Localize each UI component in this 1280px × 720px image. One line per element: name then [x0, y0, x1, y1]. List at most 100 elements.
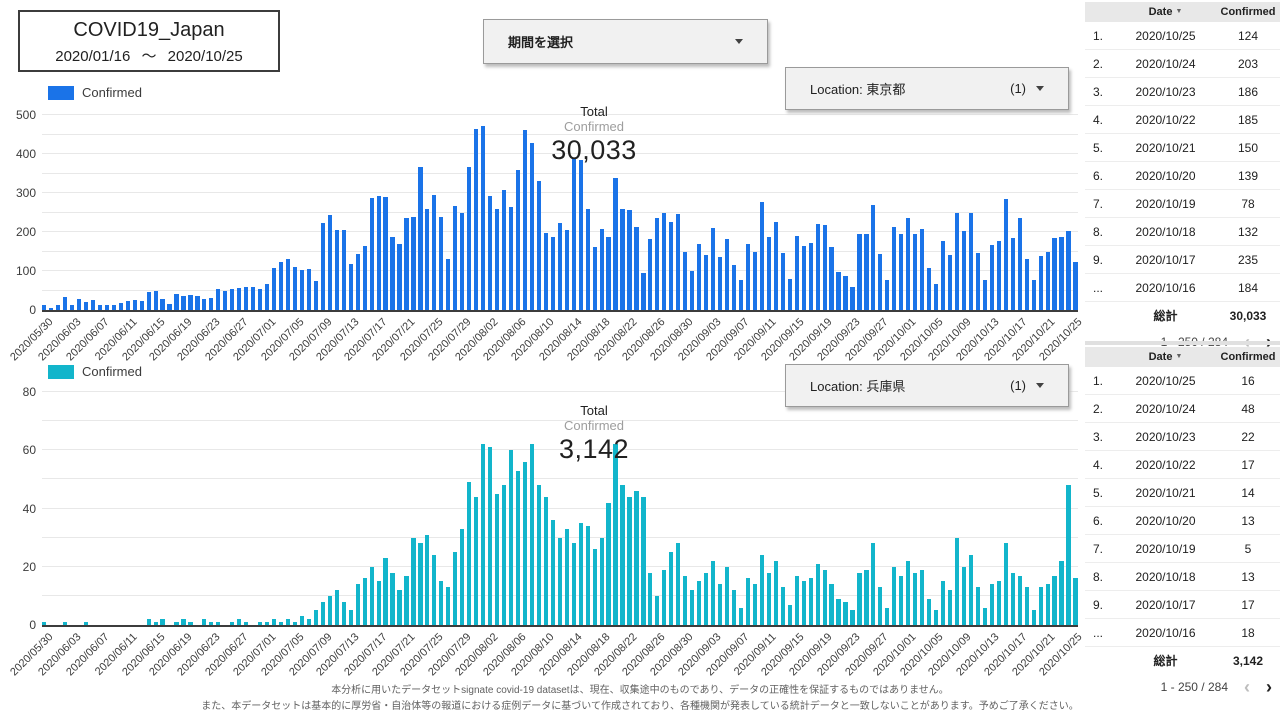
bar[interactable] — [425, 208, 430, 310]
bar[interactable] — [334, 229, 339, 310]
bar[interactable] — [42, 304, 47, 310]
bar[interactable] — [251, 287, 256, 310]
bar[interactable] — [683, 575, 688, 625]
bar[interactable] — [731, 590, 737, 625]
bar[interactable] — [864, 233, 869, 310]
bar[interactable] — [794, 235, 799, 310]
bar[interactable] — [780, 253, 785, 310]
location-filter-tokyo[interactable]: Location: 東京都 (1) — [785, 67, 1069, 110]
bar[interactable] — [334, 590, 339, 625]
bar[interactable] — [1003, 199, 1008, 310]
bar[interactable] — [1010, 572, 1015, 625]
bar[interactable] — [920, 569, 925, 625]
bar[interactable] — [550, 520, 555, 625]
bar[interactable] — [627, 210, 632, 310]
bar[interactable] — [738, 607, 744, 625]
bar[interactable] — [244, 286, 249, 310]
bar[interactable] — [578, 159, 583, 310]
bar[interactable] — [752, 584, 757, 625]
bar[interactable] — [1010, 238, 1015, 310]
bar[interactable] — [940, 240, 946, 310]
bar[interactable] — [787, 604, 792, 625]
bar[interactable] — [892, 227, 897, 310]
bar[interactable] — [474, 129, 479, 310]
bar[interactable] — [766, 572, 771, 625]
bar[interactable] — [836, 598, 841, 625]
bar[interactable] — [599, 537, 604, 625]
bar[interactable] — [258, 622, 263, 625]
bar[interactable] — [543, 496, 548, 625]
bar[interactable] — [299, 616, 305, 625]
bar[interactable] — [759, 202, 764, 310]
bar[interactable] — [153, 291, 158, 310]
bar[interactable] — [885, 607, 890, 625]
bar[interactable] — [1003, 543, 1008, 625]
bar[interactable] — [968, 555, 974, 625]
bar[interactable] — [1066, 230, 1071, 310]
bar[interactable] — [585, 208, 590, 310]
bar[interactable] — [613, 444, 618, 625]
bar[interactable] — [327, 215, 332, 310]
bar[interactable] — [773, 560, 778, 625]
bar[interactable] — [446, 587, 451, 625]
bar[interactable] — [418, 167, 423, 310]
bar[interactable] — [641, 496, 646, 625]
bar[interactable] — [857, 233, 862, 310]
bar[interactable] — [404, 575, 409, 625]
bar[interactable] — [961, 230, 967, 310]
bar[interactable] — [76, 299, 82, 310]
bar[interactable] — [244, 622, 249, 625]
bar[interactable] — [536, 180, 541, 310]
bar[interactable] — [501, 485, 507, 625]
bar[interactable] — [411, 217, 416, 310]
bar[interactable] — [529, 444, 534, 625]
bar[interactable] — [188, 622, 193, 625]
bar[interactable] — [265, 622, 270, 625]
bar[interactable] — [522, 461, 528, 625]
bar[interactable] — [508, 450, 514, 625]
bar[interactable] — [181, 619, 186, 625]
bar[interactable] — [1059, 560, 1064, 625]
bar[interactable] — [975, 253, 980, 310]
bar[interactable] — [697, 243, 702, 310]
bar[interactable] — [968, 212, 974, 310]
bar[interactable] — [920, 229, 925, 310]
bar[interactable] — [1038, 587, 1043, 625]
bar[interactable] — [369, 198, 374, 310]
bar[interactable] — [237, 619, 242, 625]
bar[interactable] — [515, 169, 521, 310]
bar[interactable] — [202, 619, 207, 625]
bar[interactable] — [488, 196, 493, 310]
bar[interactable] — [634, 227, 639, 310]
bar[interactable] — [1017, 575, 1022, 625]
bar[interactable] — [940, 581, 946, 625]
bar[interactable] — [376, 195, 381, 310]
bar[interactable] — [906, 218, 911, 310]
bar[interactable] — [662, 212, 667, 310]
bar[interactable] — [237, 287, 242, 310]
bar[interactable] — [745, 243, 751, 310]
bar[interactable] — [829, 246, 834, 310]
bar[interactable] — [202, 298, 207, 310]
bar[interactable] — [362, 578, 367, 625]
bar[interactable] — [592, 247, 597, 310]
bar[interactable] — [543, 233, 548, 310]
bar[interactable] — [62, 296, 68, 310]
bar[interactable] — [711, 227, 716, 310]
prev-page-icon[interactable]: ‹ — [1244, 677, 1250, 697]
bar[interactable] — [878, 253, 883, 310]
bar[interactable] — [927, 268, 932, 310]
bar[interactable] — [655, 595, 660, 625]
bar[interactable] — [494, 209, 500, 310]
bar[interactable] — [711, 560, 716, 625]
bar[interactable] — [306, 619, 311, 625]
bar[interactable] — [432, 555, 437, 625]
bar[interactable] — [1073, 578, 1078, 625]
bar[interactable] — [669, 221, 674, 310]
column-header-confirmed[interactable]: Confirmed — [1220, 351, 1276, 363]
bar[interactable] — [1052, 575, 1057, 625]
bar[interactable] — [258, 288, 263, 310]
bar[interactable] — [160, 299, 165, 310]
bar[interactable] — [620, 485, 625, 625]
bar[interactable] — [954, 537, 960, 625]
